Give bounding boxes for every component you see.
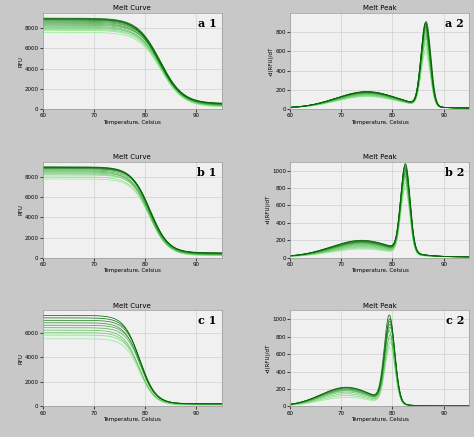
Title: Melt Curve: Melt Curve [113,154,151,160]
Y-axis label: RFU: RFU [18,353,23,364]
Text: a 2: a 2 [445,18,464,29]
Title: Melt Curve: Melt Curve [113,5,151,11]
Title: Melt Peak: Melt Peak [363,5,397,11]
X-axis label: Temperature, Celsius: Temperature, Celsius [351,417,409,422]
X-axis label: Temperature, Celsius: Temperature, Celsius [103,268,161,273]
Text: b 1: b 1 [197,166,217,177]
X-axis label: Temperature, Celsius: Temperature, Celsius [103,417,161,422]
Text: b 2: b 2 [445,166,464,177]
Text: c 2: c 2 [446,315,464,326]
X-axis label: Temperature, Celsius: Temperature, Celsius [103,120,161,125]
Title: Melt Peak: Melt Peak [363,303,397,309]
Y-axis label: RFU: RFU [18,205,23,215]
Y-axis label: -d(RFU)/dT: -d(RFU)/dT [265,344,271,373]
Y-axis label: RFU: RFU [18,55,23,66]
Title: Melt Peak: Melt Peak [363,154,397,160]
Title: Melt Curve: Melt Curve [113,303,151,309]
Text: a 1: a 1 [198,18,217,29]
Text: c 1: c 1 [198,315,217,326]
X-axis label: Temperature, Celsius: Temperature, Celsius [351,120,409,125]
Y-axis label: -d(RFU)/dT: -d(RFU)/dT [265,195,271,224]
X-axis label: Temperature, Celsius: Temperature, Celsius [351,268,409,273]
Y-axis label: -d(RFU)/dT: -d(RFU)/dT [269,46,274,76]
